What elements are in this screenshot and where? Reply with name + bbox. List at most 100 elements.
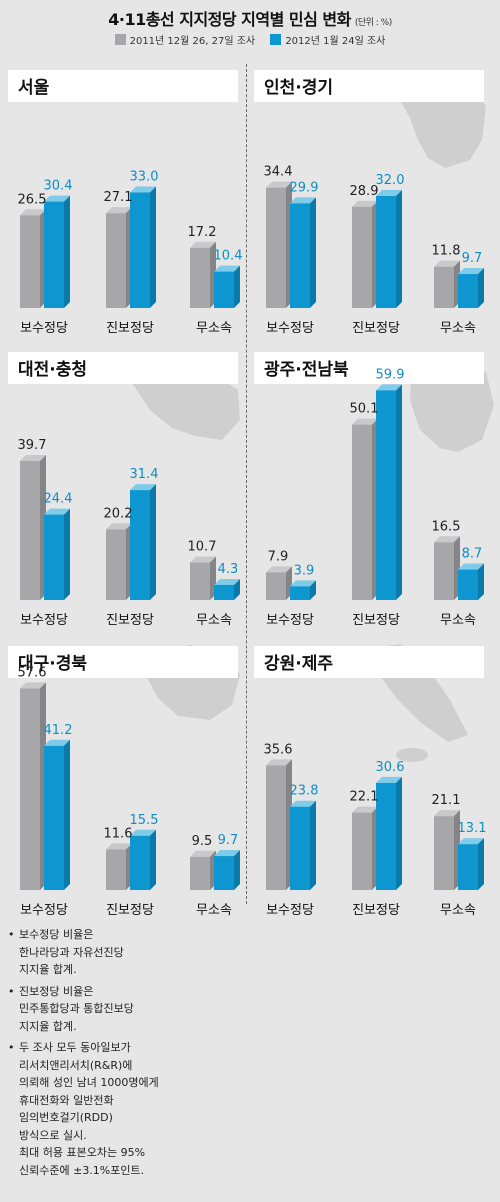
data-label-2012: 30.6 <box>376 760 405 775</box>
bar-2012 <box>458 274 478 308</box>
category-label: 보수정당 <box>20 903 68 918</box>
data-label-2012: 9.7 <box>218 833 239 848</box>
data-label-2012: 31.4 <box>130 467 159 482</box>
legend-swatch-2012 <box>270 34 282 45</box>
bar-2012-top <box>458 838 484 845</box>
data-label-2011: 16.5 <box>432 519 461 534</box>
bar-2012-top <box>214 850 240 857</box>
data-label-2012: 8.7 <box>462 547 483 562</box>
bar-2011-top <box>106 207 132 214</box>
legend-label-2011: 2011년 12월 26, 27일 조사 <box>129 36 256 47</box>
data-label-2011: 57.6 <box>18 665 47 680</box>
bar-2011-top <box>266 759 292 766</box>
bar-2011-top <box>20 682 46 689</box>
bar-2012-top <box>290 580 316 587</box>
bar-2012-top <box>376 190 402 196</box>
regional-bar-charts: 서울 26.530.4 보수정당 27.1 33.0 진보정당 17.2 10.4 무소속 인천·… <box>8 70 494 918</box>
footnote: 진보정당 비율은 민주통합당과 통합진보당 지지율 합계. <box>8 983 248 1036</box>
jeju-island-map-silhouette <box>396 748 428 762</box>
category-label: 무소속 <box>440 321 476 336</box>
bar-2012 <box>44 745 64 890</box>
bar-2012-side <box>150 186 156 308</box>
bar-2012-top <box>290 197 316 204</box>
title-text: 4·11총선 지지정당 지역별 민심 변화 <box>108 10 351 29</box>
bar-2011 <box>106 849 126 890</box>
bar-2011 <box>434 266 454 308</box>
region-title-box <box>8 646 238 678</box>
bar-2012 <box>130 490 150 600</box>
category-label: 보수정당 <box>20 613 68 628</box>
bar-2011-top <box>434 536 460 543</box>
bar-2012-side <box>64 739 70 890</box>
bar-2012 <box>214 584 234 600</box>
category-label: 진보정당 <box>106 903 154 918</box>
bar-2011 <box>190 856 210 890</box>
bar-2012-top <box>214 265 240 272</box>
category-label: 무소속 <box>196 321 232 336</box>
bar-2012-side <box>310 800 316 890</box>
data-label-2012: 41.2 <box>44 723 73 738</box>
bar-2011-top <box>190 556 216 563</box>
data-label-2012: 13.1 <box>458 821 487 836</box>
bar-2012-side <box>396 384 402 600</box>
bar-2012-side <box>478 268 484 308</box>
bar-2011-top <box>20 455 46 462</box>
bar-2012-top <box>130 186 156 193</box>
bar-2011 <box>106 213 126 308</box>
bar-2011-top <box>266 181 292 188</box>
bar-2012 <box>214 856 234 890</box>
region-title: 인천·경기 <box>264 78 333 98</box>
legend: 2011년 12월 26, 27일 조사 2012년 1월 24일 조사 <box>0 32 500 47</box>
data-label-2012: 4.3 <box>218 562 239 577</box>
bar-2012-side <box>310 197 316 308</box>
bar-2012 <box>290 806 310 890</box>
bar-2012 <box>376 390 396 600</box>
region-title: 서울 <box>18 78 50 98</box>
bar-2012-top <box>130 484 156 491</box>
bar-2012-side <box>234 578 240 600</box>
data-label-2012: 30.4 <box>44 179 73 194</box>
data-label-2012: 23.8 <box>290 784 319 799</box>
bar-2012-top <box>44 508 70 515</box>
bar-2012-side <box>396 776 402 890</box>
category-label: 보수정당 <box>20 321 68 336</box>
bar-2011 <box>20 688 40 890</box>
region-title-box <box>254 70 484 102</box>
data-label-2012: 33.0 <box>130 170 159 185</box>
bar-2012-side <box>150 484 156 600</box>
category-label: 진보정당 <box>352 903 400 918</box>
data-label-2011: 28.9 <box>350 184 379 199</box>
bar-2012-side <box>234 265 240 308</box>
bar-2012 <box>44 514 64 600</box>
bar-2012-top <box>376 384 402 391</box>
data-label-2012: 29.9 <box>290 180 319 195</box>
category-label: 진보정당 <box>106 613 154 628</box>
bar-2011-top <box>106 523 132 530</box>
data-label-2011: 26.5 <box>18 192 47 207</box>
region-title: 대구·경북 <box>18 654 87 674</box>
chart-title: 4·11총선 지지정당 지역별 민심 변화 (단위 : %) <box>0 6 500 30</box>
data-label-2011: 50.1 <box>350 402 379 417</box>
bar-2011 <box>434 816 454 890</box>
data-label-2011: 35.6 <box>264 742 293 757</box>
footnotes: 보수정당 비율은 한나라당과 자유선진당 지지율 합계. 진보정당 비율은 민주… <box>8 926 248 1183</box>
bar-2012-side <box>478 563 484 600</box>
bar-2011-top <box>352 418 378 425</box>
bar-2011 <box>352 424 372 600</box>
category-label: 진보정당 <box>352 321 400 336</box>
unit-label: (단위 : %) <box>354 18 392 28</box>
data-label-2011: 7.9 <box>268 549 289 564</box>
bar-2012-top <box>458 268 484 275</box>
bar-2012-top <box>376 776 402 783</box>
category-label: 보수정당 <box>266 903 314 918</box>
bar-2011 <box>190 562 210 600</box>
data-label-2011: 22.1 <box>350 790 379 805</box>
bar-2011-top <box>266 566 292 573</box>
bar-2012-top <box>130 829 156 836</box>
bar-2011-top <box>106 843 132 850</box>
bar-2011 <box>266 572 286 600</box>
category-label: 진보정당 <box>106 321 154 336</box>
category-label: 보수정당 <box>266 321 314 336</box>
bar-2011-top <box>434 810 460 817</box>
panel-divider <box>246 64 247 904</box>
